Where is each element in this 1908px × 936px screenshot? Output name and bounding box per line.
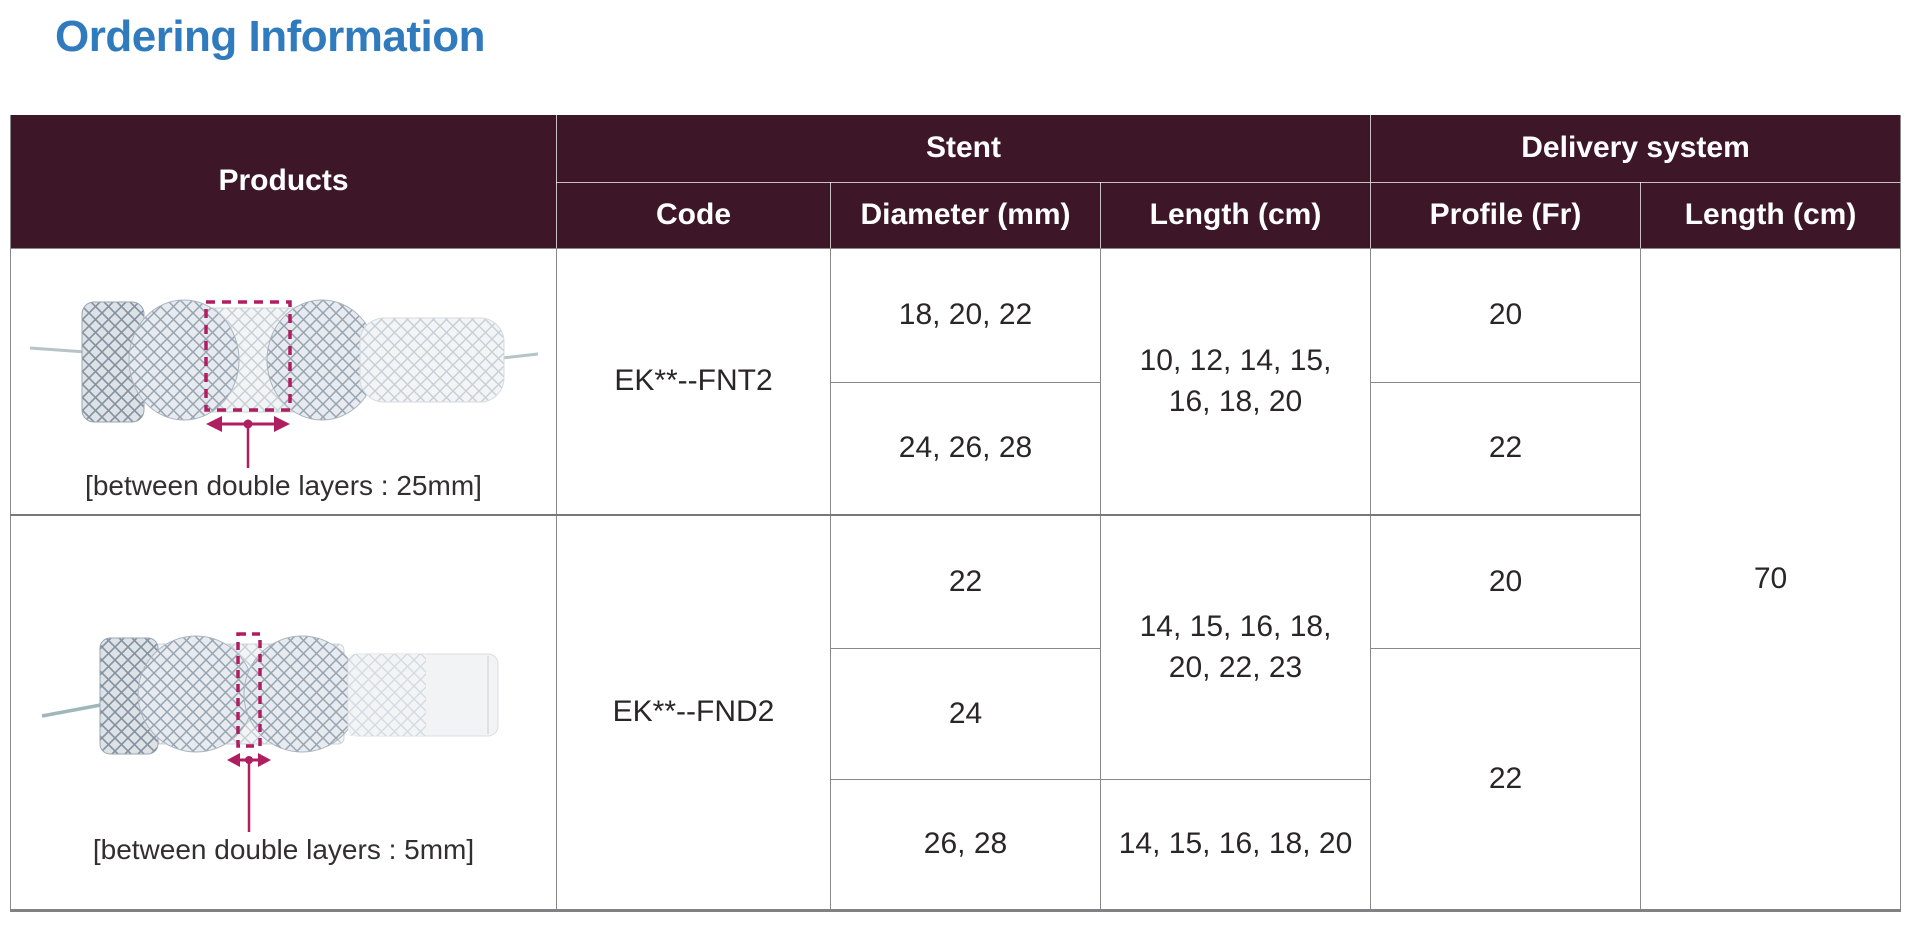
p1-diameter-a-cell: 18, 20, 22	[830, 247, 1101, 383]
p2-diameter-b-cell: 24	[830, 647, 1101, 780]
col-header-diameter: Diameter (mm)	[830, 181, 1101, 249]
col-header-delivery-length: Length (cm)	[1640, 181, 1901, 249]
p1-profile-a-cell: 20	[1370, 247, 1642, 383]
product1-cell: [between double layers : 25mm]	[10, 247, 557, 516]
measurement-arrow	[205, 416, 290, 433]
measurement-box	[235, 632, 262, 749]
col-group-delivery: Delivery system	[1370, 115, 1901, 183]
guidewire-right	[501, 352, 538, 360]
col-header-code: Code	[556, 181, 831, 249]
guidewire-left	[29, 346, 86, 354]
product1-stent-image	[29, 299, 538, 469]
stent-mesh-body	[29, 299, 538, 423]
p1-code-cell: EK**--FNT2	[556, 247, 831, 516]
delivery-length-cell: 70	[1640, 247, 1902, 911]
p2-diameter-c-cell: 26, 28	[830, 778, 1101, 911]
col-header-products: Products	[10, 115, 557, 249]
p1-length-cell: 10, 12, 14, 15, 16, 18, 20	[1099, 247, 1372, 516]
p2-diameter-a-cell: 22	[830, 514, 1101, 649]
guidewire-left	[41, 702, 106, 719]
col-group-stent: Stent	[555, 115, 1372, 183]
ordering-table: Products Stent Delivery system Code Diam…	[10, 115, 1902, 912]
product1-figure: [between double layers : 25mm]	[11, 260, 556, 502]
table-header: Products Stent Delivery system Code Diam…	[10, 115, 1901, 249]
p2-profile-b-cell: 22	[1370, 647, 1642, 911]
product1-caption: [between double layers : 25mm]	[85, 470, 482, 502]
product2-stent-image	[41, 632, 498, 833]
p2-code-cell: EK**--FND2	[556, 514, 831, 911]
page-title: Ordering Information	[55, 12, 486, 61]
col-header-stent-length: Length (cm)	[1099, 181, 1372, 249]
p2-profile-a-cell: 20	[1370, 514, 1642, 649]
product2-cell: [between double layers : 5mm]	[10, 514, 557, 911]
p1-diameter-b-cell: 24, 26, 28	[830, 381, 1101, 516]
p2-length-b-cell: 14, 15, 16, 18, 20	[1099, 778, 1372, 911]
stent-mesh-body	[41, 635, 498, 755]
product2-figure: [between double layers : 5mm]	[11, 558, 556, 866]
product2-caption: [between double layers : 5mm]	[92, 834, 475, 866]
p1-profile-b-cell: 22	[1370, 381, 1642, 516]
p2-length-a-cell: 14, 15, 16, 18, 20, 22, 23	[1099, 514, 1372, 780]
col-header-profile: Profile (Fr)	[1370, 181, 1642, 249]
